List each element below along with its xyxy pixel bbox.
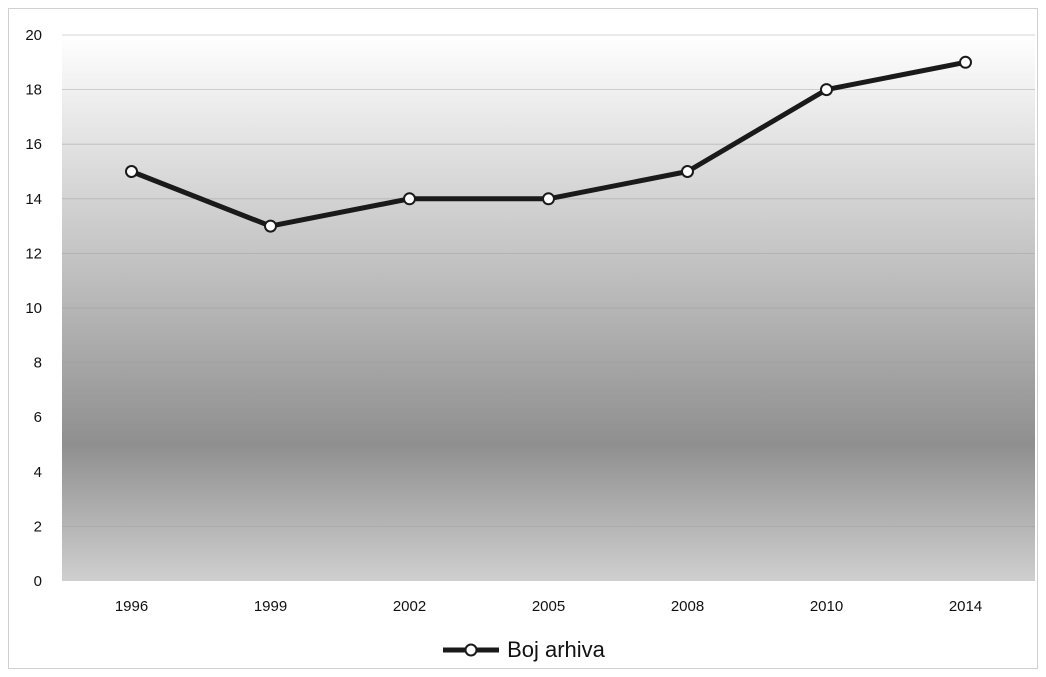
y-tick-label: 4 (34, 464, 42, 481)
data-point[interactable] (264, 219, 277, 233)
legend-entry[interactable]: Boj arhiva (441, 637, 605, 663)
y-tick-label: 6 (34, 409, 42, 426)
data-point[interactable] (959, 55, 972, 69)
y-tick-label: 0 (34, 573, 42, 590)
data-point[interactable] (542, 192, 555, 206)
data-point[interactable] (403, 192, 416, 206)
y-tick-label: 8 (34, 355, 42, 372)
data-point[interactable] (681, 165, 694, 178)
x-tick-label: 2014 (949, 598, 982, 615)
x-axis-ticks: 1996 1999 2002 2005 2008 2010 2014 (115, 598, 982, 615)
y-tick-label: 14 (25, 191, 42, 208)
y-tick-label: 20 (25, 27, 42, 44)
y-axis-ticks: 0 2 4 6 8 10 12 14 16 18 20 (25, 27, 42, 590)
legend: Boj arhiva (0, 633, 1046, 667)
x-tick-label: 1996 (115, 598, 148, 615)
y-tick-label: 16 (25, 136, 42, 153)
data-point[interactable] (820, 83, 833, 97)
y-tick-label: 10 (25, 300, 42, 317)
x-tick-label: 2005 (532, 598, 565, 615)
y-tick-label: 12 (25, 245, 42, 262)
x-tick-label: 1999 (254, 598, 287, 615)
y-tick-label: 18 (25, 82, 42, 99)
legend-line-marker-icon (443, 643, 500, 657)
x-tick-label: 2002 (393, 598, 426, 615)
x-tick-label: 2010 (810, 598, 843, 615)
y-tick-label: 2 (34, 518, 42, 535)
x-tick-label: 2008 (671, 598, 704, 615)
legend-label: Boj arhiva (507, 637, 605, 662)
series-layer (125, 55, 972, 233)
data-point[interactable] (125, 165, 138, 178)
